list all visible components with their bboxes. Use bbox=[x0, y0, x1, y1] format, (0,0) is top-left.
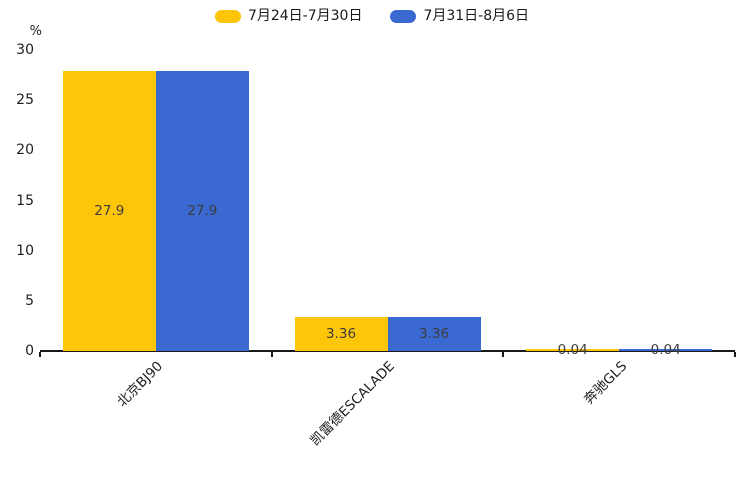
bar-value-label: 0.04 bbox=[650, 342, 681, 359]
x-axis-tick bbox=[270, 352, 273, 357]
category-label-北京BJ90: 北京BJ90 bbox=[114, 358, 167, 411]
legend-item-week2[interactable]: 7月31日-8月6日 bbox=[390, 7, 529, 25]
y-tick-label: 15 bbox=[16, 192, 34, 209]
legend-swatch-week2-icon bbox=[390, 9, 417, 23]
legend: 7月24日-7月30日 7月31日-8月6日 bbox=[0, 7, 744, 25]
bar-value-label: 27.9 bbox=[187, 203, 218, 220]
bar-value-label: 27.9 bbox=[94, 203, 125, 220]
y-tick-label: 10 bbox=[16, 242, 34, 259]
category-label-凯雷德ESCALADE: 凯雷德ESCALADE bbox=[307, 358, 399, 450]
x-axis-tick bbox=[39, 352, 41, 357]
legend-swatch-week1-icon bbox=[214, 9, 241, 23]
y-tick-label: 5 bbox=[25, 292, 34, 309]
bar-series2-凯雷德ESCALADE[interactable] bbox=[387, 317, 481, 351]
legend-label-week2: 7月31日-8月6日 bbox=[423, 8, 530, 24]
x-axis-tick bbox=[734, 352, 736, 357]
x-axis-tick bbox=[502, 352, 505, 357]
bar-series1-奔驰GLS[interactable] bbox=[526, 349, 620, 351]
y-tick-label: 25 bbox=[16, 92, 34, 109]
legend-item-week1[interactable]: 7月24日-7月30日 bbox=[214, 7, 363, 25]
bar-series1-凯雷德ESCALADE[interactable] bbox=[294, 317, 388, 351]
category-label-奔驰GLS: 奔驰GLS bbox=[580, 358, 630, 408]
y-axis-unit-label: % bbox=[29, 24, 42, 39]
bar-value-label: 3.36 bbox=[325, 326, 357, 343]
legend-label-week1: 7月24日-7月30日 bbox=[247, 8, 363, 24]
x-axis-line bbox=[40, 350, 735, 352]
bar-series2-北京BJ90[interactable] bbox=[155, 71, 249, 351]
bar-series1-北京BJ90[interactable] bbox=[62, 71, 156, 351]
y-tick-label: 30 bbox=[16, 42, 34, 58]
y-tick-label: 0 bbox=[25, 343, 34, 359]
bar-series2-奔驰GLS[interactable] bbox=[619, 349, 713, 351]
bar-value-label: 0.04 bbox=[557, 342, 588, 359]
y-tick-label: 20 bbox=[16, 142, 34, 159]
bar-value-label: 3.36 bbox=[418, 326, 450, 343]
